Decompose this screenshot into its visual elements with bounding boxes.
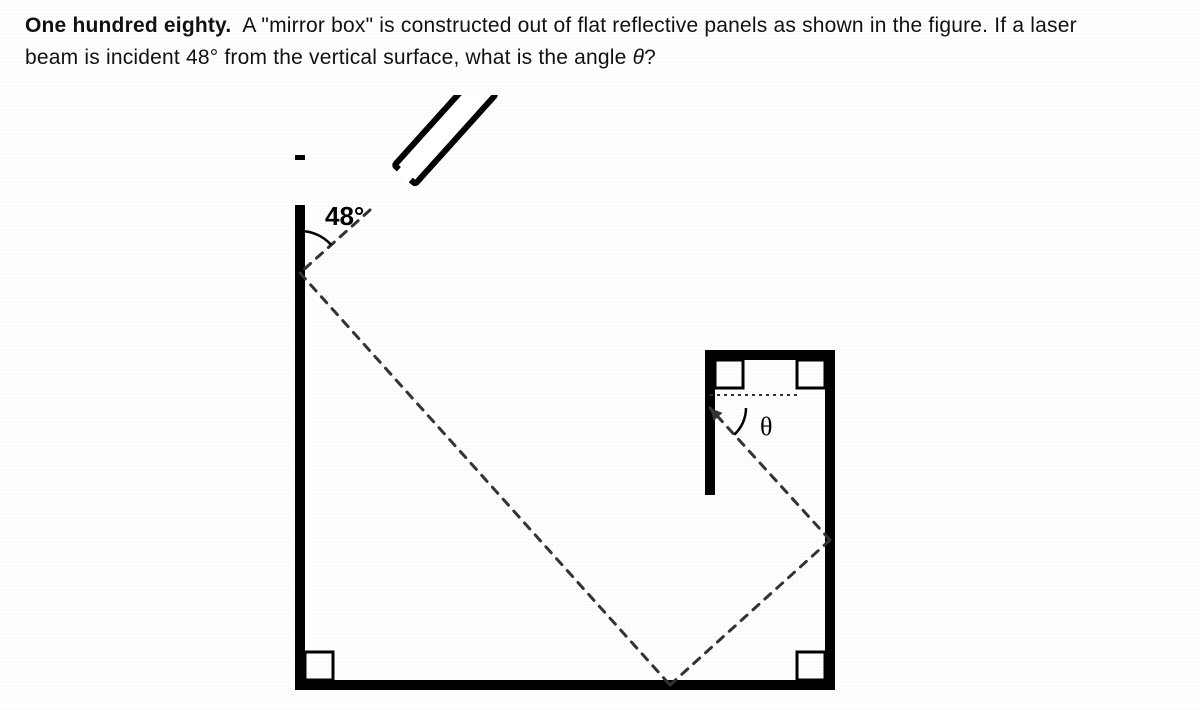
incident-angle-value: 48° — [186, 46, 218, 69]
problem-statement: One hundred eighty. A "mirror box" is co… — [25, 10, 1120, 73]
theta-symbol: θ — [633, 46, 645, 69]
mirror-box-diagram: 48° θ — [240, 95, 880, 705]
incident-angle-label: 48° — [325, 201, 364, 231]
theta-label: θ — [760, 412, 772, 441]
problem-text-3: ? — [644, 46, 656, 69]
laser-pointer — [392, 95, 496, 187]
problem-text-2: from the vertical surface, what is the a… — [218, 46, 632, 69]
problem-number: One hundred eighty. — [25, 14, 231, 37]
